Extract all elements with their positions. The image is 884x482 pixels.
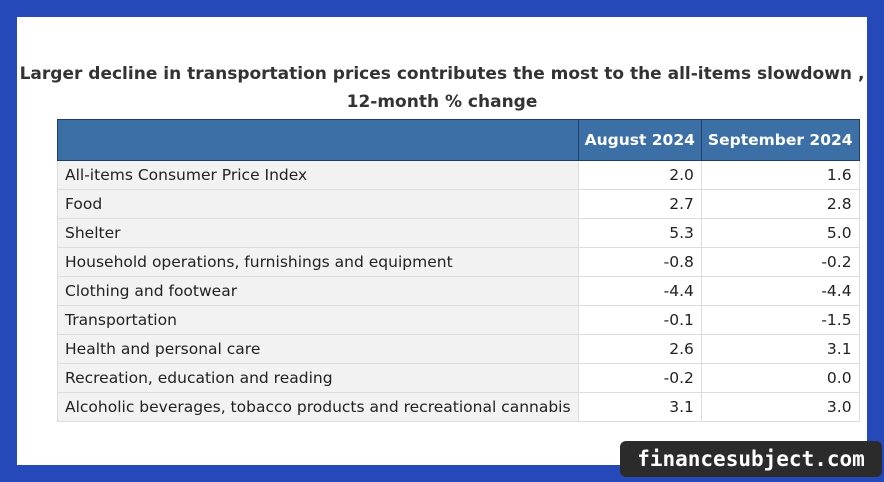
header-cell-august-2024: August 2024 [577,119,702,161]
table-row: Shelter 5.3 5.0 [57,218,860,248]
value-cell: -4.4 [577,276,702,306]
value-cell: 3.1 [577,392,702,422]
value-cell: 3.0 [700,392,860,422]
data-table: August 2024 September 2024 All-items Con… [57,119,860,422]
row-label: All-items Consumer Price Index [57,160,579,190]
table-row: Alcoholic beverages, tobacco products an… [57,392,860,422]
value-cell: 2.8 [700,189,860,219]
row-label: Health and personal care [57,334,579,364]
table-row: Household operations, furnishings and eq… [57,247,860,277]
table-row: Recreation, education and reading -0.2 0… [57,363,860,393]
header-cell-label [57,119,579,161]
value-cell: 0.0 [700,363,860,393]
row-label: Clothing and footwear [57,276,579,306]
watermark-badge: financesubject.com [620,441,882,477]
value-cell: 1.6 [700,160,860,190]
row-label: Recreation, education and reading [57,363,579,393]
table-row: Food 2.7 2.8 [57,189,860,219]
value-cell: 2.6 [577,334,702,364]
row-label: Household operations, furnishings and eq… [57,247,579,277]
table-row: Health and personal care 2.6 3.1 [57,334,860,364]
chart-card: Larger decline in transportation prices … [17,17,867,465]
table-row: All-items Consumer Price Index 2.0 1.6 [57,160,860,190]
row-label: Transportation [57,305,579,335]
value-cell: -0.8 [577,247,702,277]
row-label: Shelter [57,218,579,248]
row-label: Food [57,189,579,219]
row-label: Alcoholic beverages, tobacco products an… [57,392,579,422]
value-cell: -4.4 [700,276,860,306]
header-cell-september-2024: September 2024 [700,119,860,161]
value-cell: 3.1 [700,334,860,364]
value-cell: -0.2 [577,363,702,393]
value-cell: 5.0 [700,218,860,248]
table-row: Clothing and footwear -4.4 -4.4 [57,276,860,306]
value-cell: 2.7 [577,189,702,219]
table-row: Transportation -0.1 -1.5 [57,305,860,335]
chart-title: Larger decline in transportation prices … [19,64,865,112]
value-cell: -1.5 [700,305,860,335]
value-cell: 2.0 [577,160,702,190]
value-cell: 5.3 [577,218,702,248]
value-cell: -0.2 [700,247,860,277]
header-row: August 2024 September 2024 [57,119,860,161]
value-cell: -0.1 [577,305,702,335]
